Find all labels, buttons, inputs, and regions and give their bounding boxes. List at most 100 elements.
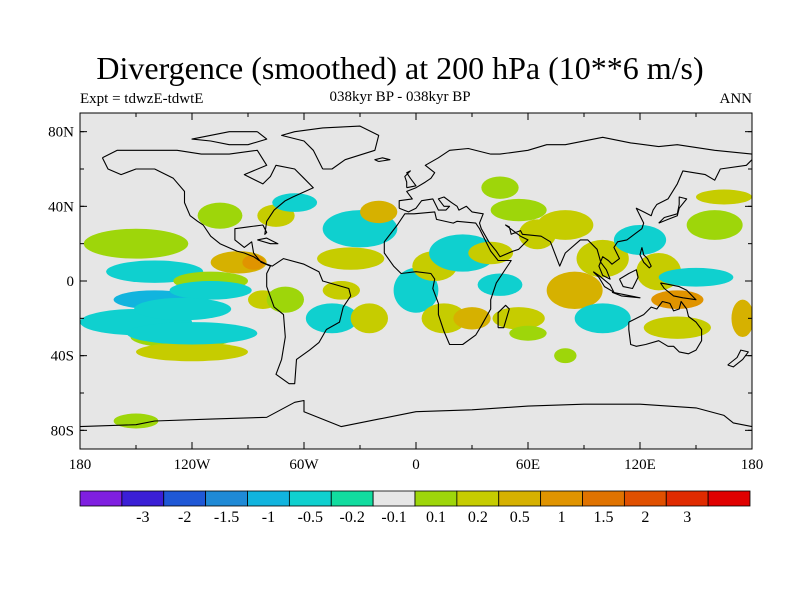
- colorbar-label: -0.2: [340, 509, 365, 526]
- colorbar-box: [247, 490, 290, 507]
- y-tick-label: 40S: [51, 349, 74, 365]
- field-patch: [537, 210, 594, 240]
- y-tick-label: 80S: [51, 423, 74, 439]
- coastline: [404, 170, 417, 189]
- coastline: [191, 131, 268, 146]
- field-patch: [686, 210, 743, 240]
- colorbar-label: 1.5: [593, 509, 613, 526]
- field-patch: [197, 202, 243, 229]
- colorbar-label: -0.1: [381, 509, 406, 526]
- coastline: [257, 237, 279, 245]
- colorbar: -3 -2 -1.5 -1 -0.5 -0.2 -0.1 0.1 0.2 0.5 1 1.5 2 3: [79, 490, 751, 526]
- field-patch: [169, 281, 252, 300]
- field-patch: [126, 322, 258, 345]
- coastline: [628, 300, 703, 355]
- colorbar-box: [121, 490, 165, 507]
- divergence-field: [80, 176, 752, 429]
- field-patch: [643, 316, 711, 339]
- x-tick-label: 0: [412, 457, 420, 473]
- x-tick-label: 180: [741, 457, 764, 473]
- coastline: [80, 399, 752, 428]
- colorbar-box: [707, 490, 751, 507]
- period-label: 038kyr BP - 038kyr BP: [329, 89, 471, 105]
- coastline: [727, 349, 749, 368]
- colorbar-box: [456, 490, 500, 507]
- coastline: [101, 149, 352, 385]
- colorbar-box: [372, 490, 416, 507]
- coastline: [619, 269, 639, 290]
- colorbar-label: 3: [683, 509, 691, 526]
- coastline: [658, 196, 688, 224]
- colorbar-box: [330, 490, 374, 507]
- field-patch: [492, 307, 545, 330]
- field-patch: [317, 247, 385, 270]
- colorbar-box: [163, 490, 207, 507]
- colorbar-label: 0.5: [510, 509, 530, 526]
- colorbar-box: [623, 490, 667, 507]
- colorbar-box: [665, 490, 709, 507]
- colorbar-box: [498, 490, 542, 507]
- coastline: [611, 291, 641, 299]
- field-patch: [272, 193, 318, 212]
- colorbar-label: -1.5: [214, 509, 239, 526]
- field-patch: [305, 303, 359, 334]
- x-tick-label: 120E: [624, 457, 656, 473]
- coastline: [383, 211, 512, 346]
- colorbar-label: -0.5: [298, 509, 323, 526]
- colorbar-box: [288, 490, 332, 507]
- axis-ticks: 80N 40N 0 40S 80S 180 120W 60W 0 60E 120E 180: [48, 113, 763, 473]
- season-label: ANN: [719, 91, 753, 107]
- x-tick-label: 180: [69, 457, 92, 473]
- colorbar-box: [582, 490, 625, 507]
- field-patch: [468, 241, 514, 265]
- colorbar-label: -2: [178, 509, 191, 526]
- field-patch: [477, 273, 523, 296]
- field-patch: [266, 286, 305, 313]
- x-tick-label: 60E: [516, 457, 540, 473]
- field-patch: [554, 348, 577, 364]
- field-patch: [651, 290, 704, 309]
- x-tick-label: 120W: [174, 457, 212, 473]
- x-tick-label: 60W: [289, 457, 319, 473]
- field-patch: [546, 271, 603, 310]
- field-patch: [481, 176, 519, 199]
- field-patch: [322, 281, 361, 300]
- field-patch: [360, 200, 398, 224]
- field-patch: [134, 297, 232, 321]
- field-patch: [113, 413, 159, 429]
- coastline: [660, 282, 697, 301]
- field-patch: [696, 189, 752, 205]
- coastline: [398, 136, 752, 280]
- field-patch: [731, 299, 752, 337]
- coastline: [281, 125, 380, 170]
- field-patch: [350, 303, 389, 334]
- colorbar-label: 1: [558, 509, 566, 526]
- colorbar-label: 0.1: [426, 509, 446, 526]
- field-patch: [490, 198, 547, 222]
- colorbar-label: -3: [136, 509, 149, 526]
- field-patch: [136, 342, 248, 362]
- field-patch: [658, 267, 734, 287]
- field-patch: [576, 239, 629, 278]
- field-patch: [83, 228, 189, 259]
- y-tick-label: 80N: [48, 125, 74, 141]
- field-patch: [453, 307, 491, 330]
- field-patch: [509, 325, 547, 341]
- colorbar-box: [540, 490, 583, 507]
- field-patch: [613, 225, 667, 255]
- y-tick-label: 40N: [48, 199, 74, 215]
- coastline: [639, 247, 652, 269]
- colorbar-box: [205, 490, 248, 507]
- field-patch: [574, 303, 631, 334]
- coastline: [374, 157, 391, 163]
- colorbar-box: [79, 490, 123, 507]
- field-patch: [421, 303, 467, 334]
- coastline: [497, 304, 510, 329]
- colorbar-label: 2: [641, 509, 649, 526]
- field-patch: [242, 254, 265, 270]
- map-title: Divergence (smoothed) at 200 hPa (10**6 …: [96, 50, 704, 86]
- coastlines: [80, 125, 752, 428]
- experiment-label: Expt = tdwzE-tdwtE: [80, 91, 204, 107]
- colorbar-box: [414, 490, 458, 507]
